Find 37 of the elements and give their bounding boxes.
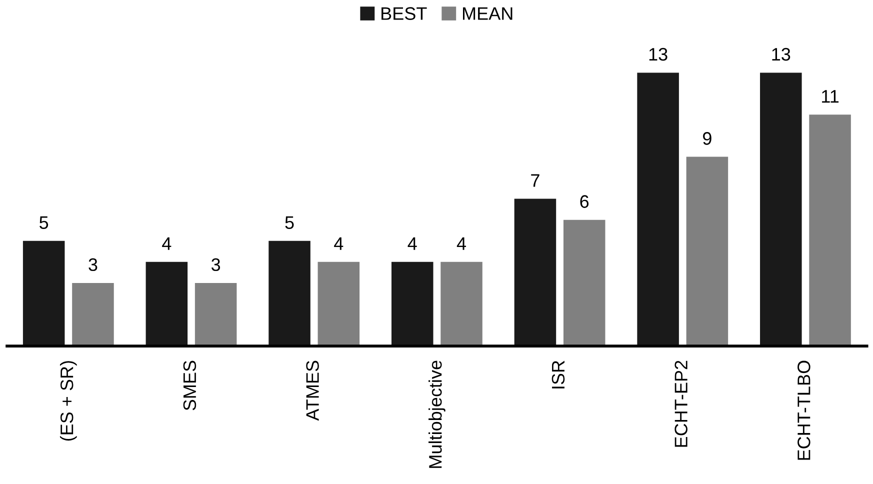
bar bbox=[637, 72, 679, 346]
bar bbox=[146, 262, 188, 346]
data-label: 11 bbox=[822, 90, 839, 103]
data-label: 9 bbox=[703, 132, 712, 145]
data-label: 4 bbox=[334, 237, 344, 250]
data-label: 5 bbox=[40, 216, 48, 229]
bar bbox=[318, 262, 360, 346]
bar bbox=[760, 72, 802, 346]
bar bbox=[563, 220, 606, 346]
legend-label: MEAN bbox=[462, 7, 512, 20]
data-label: 5 bbox=[285, 216, 294, 229]
data-label: 4 bbox=[456, 237, 466, 250]
data-label: 13 bbox=[772, 48, 790, 61]
legend-label: BEST bbox=[382, 7, 427, 20]
x-tick-label: ISR bbox=[552, 360, 565, 388]
bar bbox=[514, 198, 556, 346]
x-tick-label: (ES + SR) bbox=[60, 361, 77, 441]
x-tick-label: Multiobjective bbox=[428, 360, 446, 468]
bar bbox=[22, 240, 65, 346]
bar bbox=[268, 240, 310, 346]
x-tick-label: ATMES bbox=[306, 360, 319, 421]
x-tick-label: ECHT-TLBO bbox=[798, 360, 810, 460]
data-label: 3 bbox=[88, 258, 98, 272]
bar bbox=[391, 262, 434, 346]
x-tick-label: ECHT-EP2 bbox=[674, 360, 688, 447]
data-label: 6 bbox=[580, 195, 589, 208]
data-label: 4 bbox=[408, 237, 417, 250]
data-label: 3 bbox=[211, 258, 220, 272]
bar bbox=[72, 282, 114, 346]
data-label: 13 bbox=[649, 48, 668, 61]
bar bbox=[686, 156, 728, 346]
bar bbox=[809, 114, 851, 346]
x-tick-label: SMES bbox=[183, 360, 196, 410]
bar bbox=[194, 282, 237, 346]
data-label: 4 bbox=[162, 237, 172, 250]
bar bbox=[440, 262, 482, 346]
data-label: 7 bbox=[531, 174, 540, 187]
